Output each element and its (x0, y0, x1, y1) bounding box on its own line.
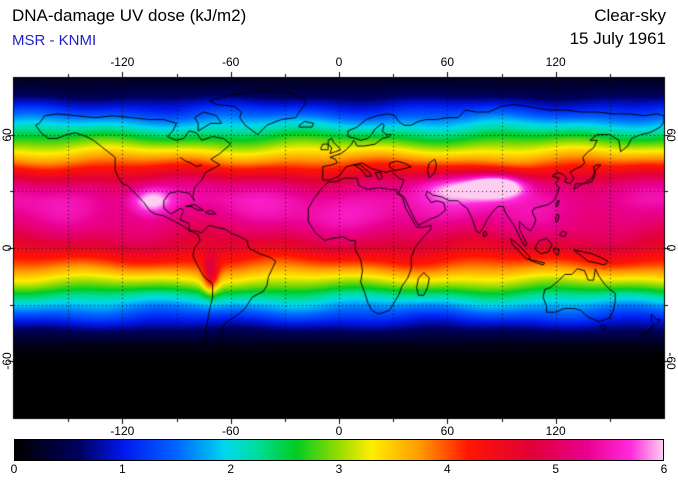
colorbar-tick-label: 4 (443, 462, 451, 476)
lon-tick-label-bottom: 120 (545, 424, 566, 438)
world-uv-heatmap-canvas (6, 70, 672, 426)
colorbar-tick-label: 1 (118, 462, 126, 476)
figure-title: DNA-damage UV dose (kJ/m2) (12, 6, 247, 25)
lon-tick-label-top: 0 (335, 55, 343, 69)
colorbar-tick-label: 3 (335, 462, 343, 476)
colorbar-tick-label: 5 (552, 462, 559, 476)
lat-tick-label-right: 60 (664, 127, 678, 142)
lat-tick-label-left: 60 (0, 127, 14, 142)
lon-tick-label-bottom: -120 (110, 424, 135, 438)
lon-tick-label-top: -60 (221, 55, 240, 69)
lon-tick-label-top: -120 (110, 55, 135, 69)
colorbar (14, 439, 664, 461)
lon-tick-label-top: 120 (545, 55, 566, 69)
sky-condition-label: Clear-sky (594, 6, 666, 25)
lat-tick-label-left: -60 (0, 352, 14, 370)
lat-tick-label-left: 0 (0, 244, 14, 252)
lon-tick-label-top: 60 (440, 55, 454, 69)
colorbar-tick-label: 0 (10, 462, 18, 476)
lat-tick-label-right: -60 (664, 352, 678, 370)
lon-tick-label-bottom: -60 (221, 424, 240, 438)
lon-tick-label-bottom: 60 (440, 424, 454, 438)
colorbar-tick-label: 2 (227, 462, 234, 476)
colorbar-tick-label: 6 (660, 462, 668, 476)
data-source-label: MSR - KNMI (12, 32, 97, 49)
lon-tick-label-bottom: 0 (335, 424, 343, 438)
date-label: 15 July 1961 (569, 29, 666, 48)
lat-tick-label-right: 0 (664, 244, 678, 252)
